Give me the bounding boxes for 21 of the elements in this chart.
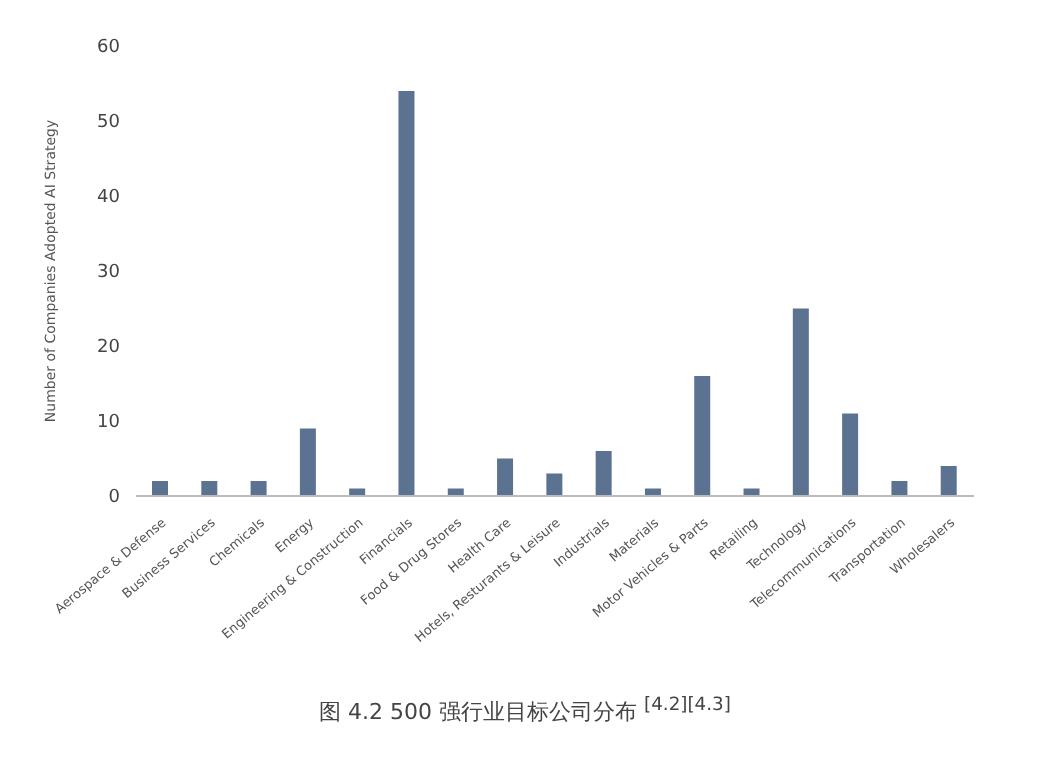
bar [891, 481, 908, 496]
bar [694, 376, 711, 496]
bar [250, 481, 267, 496]
bar [201, 481, 218, 496]
bar [940, 466, 957, 496]
y-tick-label: 40 [97, 188, 121, 209]
bar [792, 308, 809, 496]
bar [398, 91, 415, 496]
y-tick-label: 30 [97, 263, 121, 284]
y-tick-label: 20 [97, 338, 121, 359]
bar [497, 458, 514, 496]
y-tick-label: 0 [108, 488, 121, 509]
bar [842, 413, 859, 496]
bar [152, 481, 168, 496]
y-tick-label: 10 [97, 413, 121, 434]
y-tick-label: 60 [97, 38, 121, 59]
bar [595, 451, 612, 496]
bar [546, 473, 563, 496]
y-tick-label: 50 [97, 113, 121, 134]
bar [299, 428, 316, 496]
text: 图 4.2 500 强行业目标公司分布 $^{[4.2][4.3]}$ [317, 694, 733, 728]
